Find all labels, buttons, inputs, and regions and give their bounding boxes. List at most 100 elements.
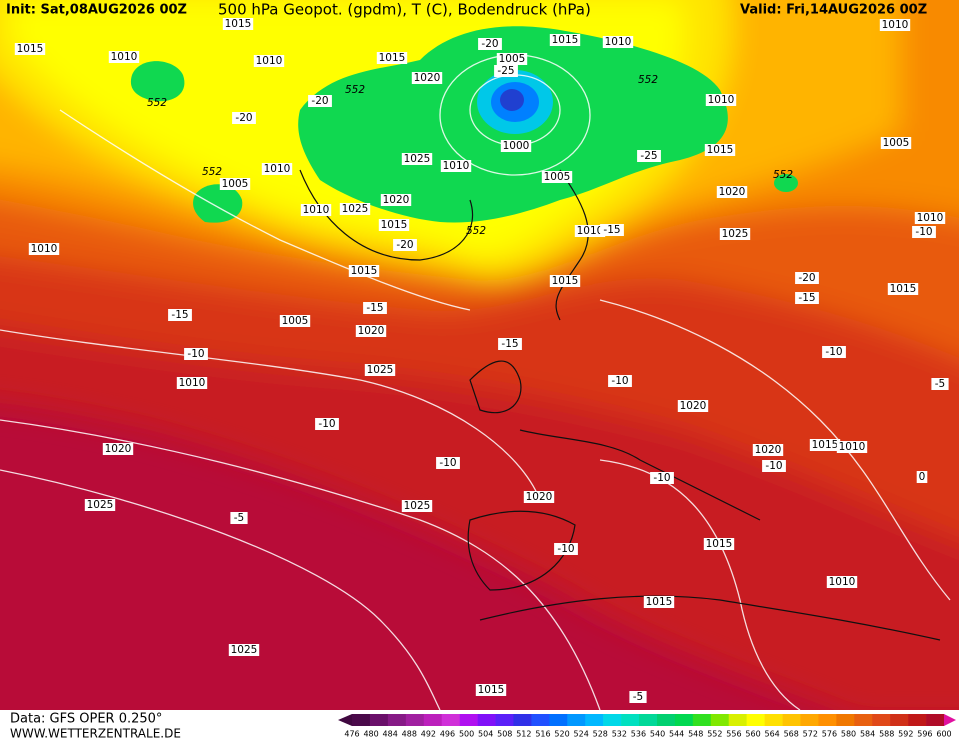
isobar-label: -5 xyxy=(935,378,945,390)
isobar-label: 1025 xyxy=(87,499,114,511)
label-box xyxy=(703,538,735,550)
isobar-label: 1025 xyxy=(404,500,431,512)
label-box xyxy=(704,144,736,156)
isobar-label: -15 xyxy=(366,302,383,314)
label-box xyxy=(411,72,443,84)
label-box xyxy=(315,418,339,430)
isobar-label: 1010 xyxy=(708,94,735,106)
colorbar-label: 592 xyxy=(898,730,913,739)
isobar-label: 1015 xyxy=(351,265,378,277)
label-box xyxy=(28,243,60,255)
label-box xyxy=(608,375,632,387)
colorbar-swatch xyxy=(818,714,837,726)
isobar-label: 1010 xyxy=(303,204,330,216)
map-title: 500 hPa Geopot. (gpdm), T (C), Bodendruc… xyxy=(218,1,591,19)
isobar-label: 1020 xyxy=(358,325,385,337)
isobar-label: -5 xyxy=(633,691,643,703)
label-box xyxy=(549,34,581,46)
colorbar-label: 564 xyxy=(764,730,779,739)
label-box xyxy=(300,204,332,216)
colorbar-label: 580 xyxy=(841,730,856,739)
label-box xyxy=(914,212,946,224)
isobar-label: 1010 xyxy=(264,163,291,175)
colorbar-label: 548 xyxy=(688,730,703,739)
colorbar-label: 544 xyxy=(669,730,684,739)
isobar-label: -10 xyxy=(557,543,574,555)
isobar-label: 1020 xyxy=(414,72,441,84)
label-box xyxy=(549,275,581,287)
colorbar-swatch xyxy=(441,714,460,726)
label-box xyxy=(228,644,260,656)
colorbar-swatch xyxy=(908,714,927,726)
label-box xyxy=(401,153,433,165)
isobar-label: 1005 xyxy=(544,171,571,183)
colorbar-label: 496 xyxy=(440,730,455,739)
colorbar-label: 508 xyxy=(497,730,512,739)
label-box xyxy=(629,691,647,703)
label-box xyxy=(498,338,522,350)
isobar-label: 1020 xyxy=(755,444,782,456)
colorbar-label: 560 xyxy=(745,730,760,739)
colorbar-label: 584 xyxy=(860,730,875,739)
colorbar-swatch xyxy=(477,714,496,726)
colorbar-swatch xyxy=(603,714,622,726)
label-box xyxy=(931,378,949,390)
isobar-label: -15 xyxy=(603,224,620,236)
geopotential-label: 552 xyxy=(147,97,167,109)
colorbar-swatch xyxy=(423,714,442,726)
label-box xyxy=(176,377,208,389)
valid-time: Valid: Fri,14AUG2026 00Z xyxy=(740,3,927,18)
colorbar-swatch xyxy=(621,714,640,726)
isobar-label: 1020 xyxy=(719,186,746,198)
isobar-label: -10 xyxy=(187,348,204,360)
colorbar-label: 588 xyxy=(879,730,894,739)
label-box xyxy=(339,203,371,215)
colorbar-swatch xyxy=(656,714,676,726)
isobar-label: 1015 xyxy=(381,219,408,231)
isobar-label: -10 xyxy=(653,472,670,484)
isobar-label: 1010 xyxy=(31,243,58,255)
label-box xyxy=(494,65,518,77)
colorbar-swatch xyxy=(854,714,873,726)
isobar-label: -10 xyxy=(611,375,628,387)
label-box xyxy=(677,400,709,412)
label-box xyxy=(363,302,387,314)
colorbar-label: 576 xyxy=(822,730,837,739)
colorbar-label: 524 xyxy=(574,730,589,739)
isobar-label: -10 xyxy=(915,226,932,238)
colorbar-label: 500 xyxy=(459,730,474,739)
label-box xyxy=(916,471,928,483)
isobar-label: 1005 xyxy=(282,315,309,327)
label-box xyxy=(643,596,675,608)
isobar-label: 1010 xyxy=(829,576,856,588)
colorbar-label: 492 xyxy=(421,730,436,739)
label-box xyxy=(380,194,412,206)
isobar-label: -15 xyxy=(171,309,188,321)
isobar-label: 1010 xyxy=(443,160,470,172)
isobar-label: 1010 xyxy=(839,441,866,453)
colorbar-swatch xyxy=(728,714,747,726)
isobar-label: -5 xyxy=(234,512,244,524)
colorbar-label: 532 xyxy=(612,730,627,739)
label-box xyxy=(541,171,573,183)
isobar-label: 1015 xyxy=(552,34,579,46)
label-box xyxy=(14,43,46,55)
isobar-label: 1015 xyxy=(379,52,406,64)
isobar-label: 1015 xyxy=(552,275,579,287)
isobar-label: -15 xyxy=(798,292,815,304)
isobar-label: -10 xyxy=(318,418,335,430)
isobar-label: 1015 xyxy=(478,684,505,696)
colorbar-swatch xyxy=(710,714,730,726)
colorbar-swatch xyxy=(459,714,478,726)
isobar-label: 1005 xyxy=(499,53,526,65)
colorbar-label: 516 xyxy=(535,730,550,739)
isobar-label: 1015 xyxy=(890,283,917,295)
geopotential-label: 552 xyxy=(345,84,365,96)
label-box xyxy=(716,186,748,198)
label-box xyxy=(219,178,251,190)
colorbar-label: 600 xyxy=(936,730,951,739)
isobar-label: 1010 xyxy=(179,377,206,389)
label-box xyxy=(279,315,311,327)
colorbar-swatch xyxy=(531,714,550,726)
